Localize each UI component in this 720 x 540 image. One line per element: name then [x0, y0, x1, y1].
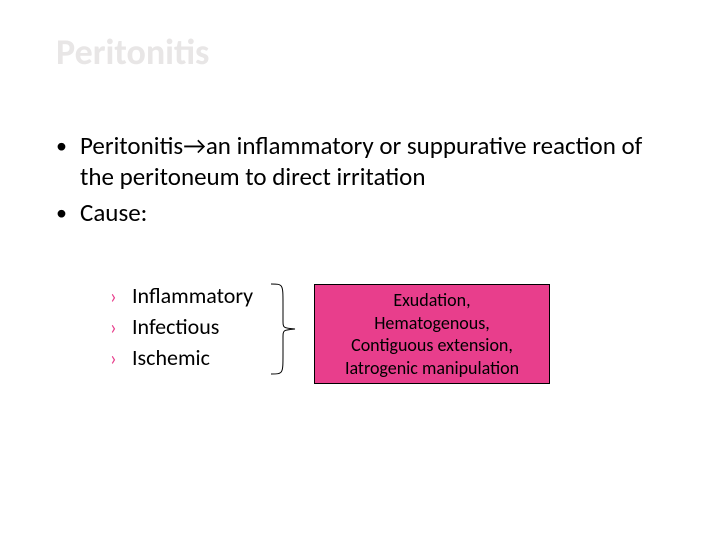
- chevron-icon: ›: [110, 347, 132, 371]
- callout-line: Hematogenous,: [321, 312, 543, 335]
- brace-icon: [265, 280, 305, 378]
- sub-bullet-text: Infectious: [132, 313, 219, 340]
- bullet-item: • Cause:: [56, 197, 670, 228]
- bullet-marker: •: [56, 197, 80, 228]
- callout-line: Exudation,: [321, 289, 543, 312]
- sub-bullet-item: › Ischemic: [110, 344, 253, 371]
- sub-bullet-text: Ischemic: [132, 344, 210, 371]
- chevron-icon: ›: [110, 285, 132, 309]
- bullet-item: • Peritonitis→an inflammatory or suppura…: [56, 130, 670, 193]
- bullet-text: Peritonitis→an inflammatory or suppurati…: [80, 130, 670, 193]
- slide-title: Peritonitis: [56, 30, 209, 74]
- sub-bullet-item: › Inflammatory: [110, 282, 253, 309]
- bullet-marker: •: [56, 130, 80, 193]
- sub-bullet-text: Inflammatory: [132, 282, 253, 309]
- main-bullet-list: • Peritonitis→an inflammatory or suppura…: [56, 130, 670, 232]
- sub-bullet-list: › Inflammatory › Infectious › Ischemic: [110, 282, 253, 375]
- chevron-icon: ›: [110, 316, 132, 340]
- bullet-text: Cause:: [80, 197, 147, 228]
- callout-box: Exudation, Hematogenous, Contiguous exte…: [314, 284, 550, 384]
- sub-bullet-item: › Infectious: [110, 313, 253, 340]
- callout-line: Contiguous extension,: [321, 334, 543, 357]
- callout-line: Iatrogenic manipulation: [321, 357, 543, 380]
